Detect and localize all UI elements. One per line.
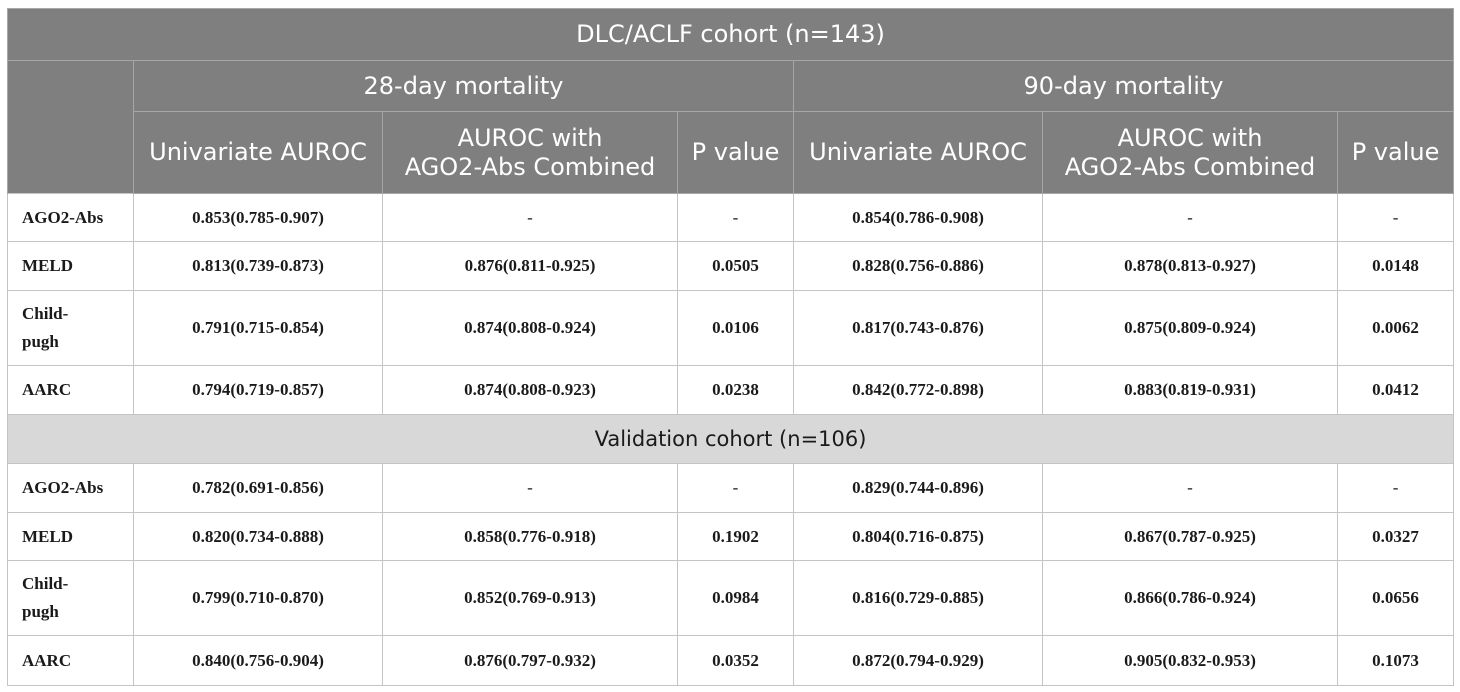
col-header-combined: AUROC with AGO2-Abs Combined [382,111,678,194]
table-cell: 0.828(0.756-0.886) [793,241,1043,291]
table-cell: 0.794(0.719-0.857) [133,365,383,415]
table-cell: 0.875(0.809-0.924) [1042,290,1338,366]
table-cell: 0.799(0.710-0.870) [133,560,383,636]
table-row: Child-pugh 0.799(0.710-0.870) 0.852(0.76… [7,560,1455,636]
table-row: MELD 0.813(0.739-0.873) 0.876(0.811-0.92… [7,241,1455,291]
table-cell: 0.804(0.716-0.875) [793,512,1043,561]
table-cell: - [1336,463,1455,513]
table-cell: 0.0238 [677,365,794,415]
table-cell: 0.829(0.744-0.896) [793,463,1043,513]
col-header-combined-line1: AUROC with [457,123,603,152]
table-cell: 0.876(0.797-0.932) [382,635,678,686]
table-cell: 0.874(0.808-0.924) [382,290,678,366]
row-label-line2: pugh [22,332,59,351]
col-header-univariate: Univariate AUROC [133,111,383,194]
row-label: MELD [7,512,134,561]
table-cell: 0.866(0.786-0.924) [1042,560,1338,636]
cohort-title: DLC/ACLF cohort (n=143) [6,8,1455,61]
auroc-table: DLC/ACLF cohort (n=143) 28-day mortality… [6,8,1455,686]
table-cell: 0.842(0.772-0.898) [793,365,1043,415]
col-header-pvalue: P value [677,111,794,194]
col-header-combined-line2: AGO2-Abs Combined [404,152,656,181]
table-cell: - [1042,193,1338,242]
table-cell: 0.820(0.734-0.888) [133,512,383,561]
table-cell: - [677,463,794,513]
row-label-line2: pugh [22,602,59,621]
table-cell: 0.852(0.769-0.913) [382,560,678,636]
row-label: AARC [7,635,134,686]
col-header-combined-line1: AUROC with [1117,123,1263,152]
table-cell: 0.840(0.756-0.904) [133,635,383,686]
table-cell: 0.817(0.743-0.876) [793,290,1043,366]
row-label-line1: Child- [22,304,69,323]
table-cell: 0.782(0.691-0.856) [133,463,383,513]
table-row: MELD 0.820(0.734-0.888) 0.858(0.776-0.91… [7,512,1455,561]
table-cell: - [382,463,678,513]
table-cell: 0.1073 [1336,635,1455,686]
table-cell: 0.867(0.787-0.925) [1042,512,1338,561]
row-label: AGO2-Abs [7,193,134,242]
table-cell: - [1042,463,1338,513]
table-row: AARC 0.794(0.719-0.857) 0.874(0.808-0.92… [7,365,1455,415]
table-cell: 0.858(0.776-0.918) [382,512,678,561]
table-cell: 0.1902 [677,512,794,561]
group-header-90day: 90-day mortality [792,60,1455,112]
table-cell: 0.0412 [1336,365,1455,415]
table-cell: 0.905(0.832-0.953) [1042,635,1338,686]
row-label: MELD [7,241,134,291]
table-cell: 0.813(0.739-0.873) [133,241,383,291]
table-cell: 0.816(0.729-0.885) [793,560,1043,636]
table-cell: 0.872(0.794-0.929) [793,635,1043,686]
col-header-univariate: Univariate AUROC [793,111,1043,194]
validation-cohort-title: Validation cohort (n=106) [6,414,1455,464]
row-label: AARC [7,365,134,415]
table-cell: - [677,193,794,242]
table-cell: 0.0106 [677,290,794,366]
table-row: AGO2-Abs 0.853(0.785-0.907) - - 0.854(0.… [7,193,1455,242]
table-cell: 0.0656 [1336,560,1455,636]
col-header-combined: AUROC with AGO2-Abs Combined [1042,111,1338,194]
table-cell: 0.0505 [677,241,794,291]
table-cell: 0.0148 [1336,241,1455,291]
table-cell: 0.0984 [677,560,794,636]
table-cell: 0.0352 [677,635,794,686]
table-cell: 0.874(0.808-0.923) [382,365,678,415]
table-cell: 0.791(0.715-0.854) [133,290,383,366]
table-row: Child-pugh 0.791(0.715-0.854) 0.874(0.80… [7,290,1455,366]
corner-cell [7,60,134,194]
table-row: AARC 0.840(0.756-0.904) 0.876(0.797-0.93… [7,635,1455,686]
group-header-28day: 28-day mortality [133,60,794,112]
table-cell: 0.883(0.819-0.931) [1042,365,1338,415]
table-row: AGO2-Abs 0.782(0.691-0.856) - - 0.829(0.… [7,463,1455,513]
table-cell: 0.853(0.785-0.907) [133,193,383,242]
table-cell: 0.0327 [1336,512,1455,561]
col-header-combined-line2: AGO2-Abs Combined [1064,152,1316,181]
table-cell: - [382,193,678,242]
table-cell: 0.876(0.811-0.925) [382,241,678,291]
table-cell: 0.854(0.786-0.908) [793,193,1043,242]
row-label: Child-pugh [7,560,134,636]
row-label: AGO2-Abs [7,463,134,513]
col-header-pvalue: P value [1336,111,1455,194]
table-cell: 0.0062 [1336,290,1455,366]
table-cell: - [1336,193,1455,242]
row-label: Child-pugh [7,290,134,366]
row-label-line1: Child- [22,574,69,593]
table-cell: 0.878(0.813-0.927) [1042,241,1338,291]
